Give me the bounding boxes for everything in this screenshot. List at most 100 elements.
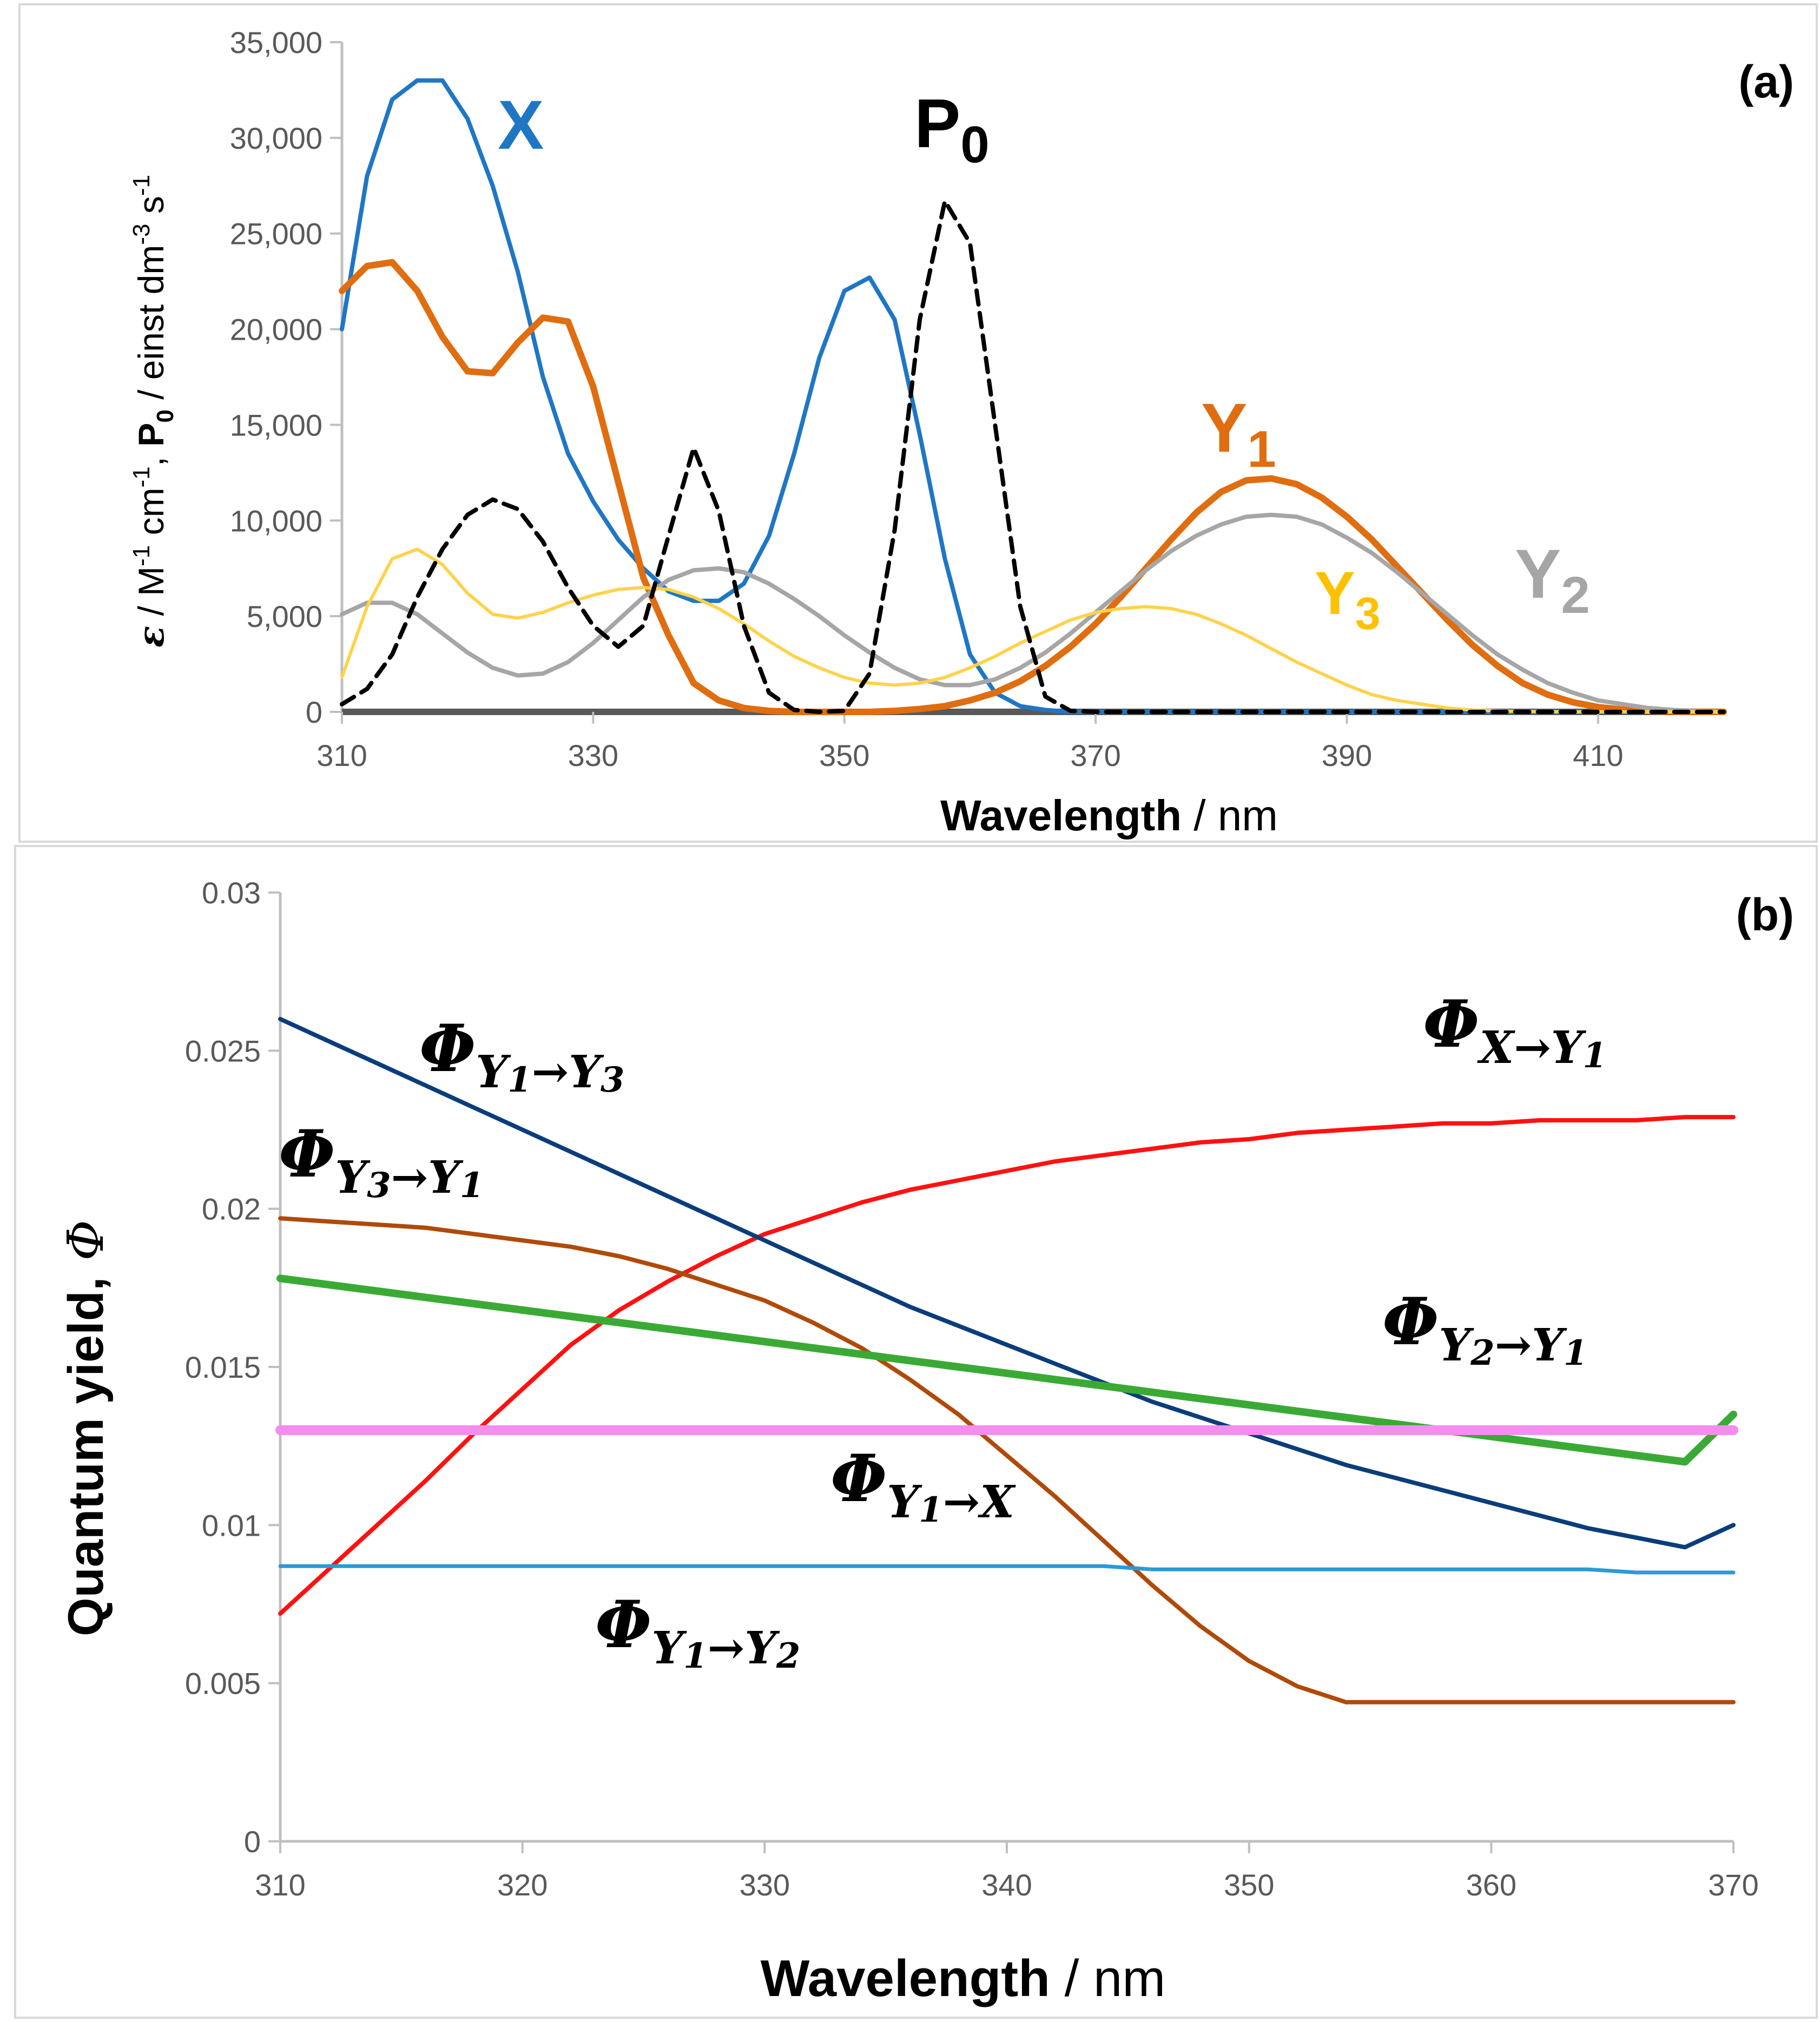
panel-b-x-axis-title: Wavelength / nm [761, 1950, 1166, 2007]
p0-letter: P [914, 85, 960, 162]
phi-arrow: → [943, 1476, 980, 1528]
x-tick-label: 320 [497, 1868, 548, 1902]
y-tick-label: 35,000 [230, 25, 322, 60]
phi-label-y1-to-x: ΦY1→X [830, 1440, 1016, 1530]
y-tick-label: 0 [244, 1825, 261, 1859]
series-line-5 [278, 1564, 1736, 1575]
phi-sub-from: Y [335, 1152, 371, 1204]
panel-b-axes [268, 891, 1735, 1853]
phi-sub-from: Y [887, 1476, 923, 1528]
phi-arrow: → [391, 1152, 428, 1204]
phi-symbol: Φ [830, 1440, 887, 1517]
phi-label-y1-to-y2: ΦY1→Y2 [595, 1587, 800, 1676]
x-tick-label: 350 [1224, 1868, 1274, 1902]
phi-sub-from: X [1477, 1022, 1516, 1074]
y3-letter: Y [1315, 559, 1355, 627]
series-label-y1: Y1 [1201, 389, 1276, 478]
y-tick-label: 5,000 [247, 599, 322, 633]
ylabel-p-sub: 0 [152, 409, 179, 422]
phi-sub-to-index: 1 [1564, 1333, 1588, 1373]
ylabel-exp-d: -1 [128, 175, 155, 196]
ylabel-unit-a: / M [131, 566, 171, 626]
y-tick-label: 30,000 [230, 121, 322, 155]
y-tick-label: 10,000 [230, 504, 322, 538]
y1-subscript: 1 [1247, 420, 1276, 478]
phi-sub-to-index: 3 [601, 1060, 625, 1100]
series-label-p0: P0 [914, 85, 990, 174]
phi-sub-to: Y [428, 1152, 464, 1204]
phi-symbol: Φ [1382, 1284, 1439, 1360]
y-tick-label: 20,000 [230, 313, 322, 347]
phi-arrow: → [1514, 1022, 1551, 1074]
panel-a-x-axis-title: Wavelength / nm [940, 791, 1278, 840]
phi-label-y3-to-y1: ΦY3→Y1 [279, 1116, 484, 1206]
x-tick-label: 410 [1573, 738, 1623, 772]
series-line-4 [340, 199, 1726, 714]
x-tick-label: 340 [981, 1868, 1032, 1902]
epsilon-symbol: ε [130, 626, 172, 647]
ylabel-sep: , [131, 447, 171, 467]
panel-b-frame [14, 845, 1818, 2019]
x-tick-label: 370 [1708, 1868, 1758, 1902]
phi-sub-from: Y [652, 1622, 688, 1674]
panel-b-x-title-bold: Wavelength [761, 1950, 1050, 2007]
y-tick-label: 25,000 [230, 217, 322, 251]
x-tick-label: 370 [1070, 738, 1120, 772]
series-line-1 [339, 259, 1727, 715]
phi-label-y1-to-y3: ΦY1→Y3 [419, 1010, 624, 1100]
panel-b-quantum-yield-chart: 0 0.005 0.01 0.015 0.02 0.025 0.03 310 320 330 340… [14, 845, 1818, 2019]
phi-sub-to-index: 1 [460, 1165, 484, 1206]
y1-letter: Y [1201, 389, 1247, 467]
y2-subscript: 2 [1561, 566, 1590, 624]
panel-a-x-title-unit: / nm [1182, 791, 1278, 840]
ylabel-p: P [131, 423, 171, 447]
panel-a-frame [18, 3, 1818, 843]
panel-a-y-axis-title: ε / M-1 cm-1, P0 / einst dm-3 s-1 [128, 175, 179, 647]
phi-sub-from-index: 3 [367, 1165, 391, 1206]
phi-sub-to-index: 2 [776, 1636, 801, 1676]
phi-arrow: → [532, 1046, 569, 1098]
phi-sub-to: Y [744, 1622, 780, 1674]
y-tick-label: 0.005 [185, 1667, 261, 1701]
y-tick-label: 0.03 [202, 876, 261, 910]
ylabel-unit-d: s [131, 196, 171, 223]
panel-b-label: (b) [1736, 889, 1794, 940]
x-tick-label: 360 [1466, 1868, 1516, 1902]
panel-a-series [339, 78, 1727, 715]
phi-sub-to: Y [1551, 1022, 1587, 1074]
phi-symbol: Φ [419, 1010, 476, 1087]
panel-b-y-title-phi: Φ [57, 1220, 115, 1260]
phi-label-y2-to-y1: ΦY2→Y1 [1382, 1284, 1587, 1373]
p0-subscript: 0 [960, 116, 989, 174]
series-label-x: X [498, 87, 544, 164]
ylabel-exp-a: -1 [128, 545, 155, 566]
phi-sub-from-index: 1 [919, 1490, 943, 1530]
panel-a-spectra-chart: 0 5,000 10,000 15,000 20,000 25,000 30,000 35,0… [18, 3, 1818, 843]
ylabel-unit-c: / einst dm [131, 245, 171, 409]
ylabel-exp-b: -1 [128, 466, 155, 487]
series-label-y3: Y3 [1315, 559, 1380, 639]
x-tick-label: 310 [255, 1868, 305, 1902]
phi-sub-to-index: 1 [1582, 1035, 1607, 1076]
phi-sub-from-index: 1 [507, 1060, 532, 1100]
y-tick-label: 0.025 [185, 1034, 261, 1068]
x-tick-label: 350 [819, 738, 869, 772]
phi-symbol: Φ [279, 1116, 335, 1192]
ylabel-unit-b: cm [131, 487, 171, 545]
y-tick-label: 0.01 [202, 1508, 261, 1542]
series-line-3 [276, 1274, 1737, 1466]
series-line-0 [340, 78, 1726, 714]
y-tick-label: 0 [306, 695, 322, 729]
y-tick-label: 15,000 [230, 408, 322, 442]
x-tick-label: 330 [740, 1868, 790, 1902]
y3-subscript: 3 [1355, 588, 1381, 639]
y-tick-label: 0.015 [185, 1350, 261, 1384]
series-label-y2: Y2 [1515, 536, 1590, 624]
phi-sub-from: Y [476, 1046, 512, 1098]
phi-label-x-to-y1: ΦX→Y1 [1423, 986, 1607, 1076]
phi-sub-from-index: 1 [683, 1636, 708, 1676]
panel-a-label: (a) [1738, 56, 1794, 107]
panel-b-y-title-text: Quantum yield, [58, 1277, 114, 1636]
series-line-2 [278, 1216, 1736, 1704]
